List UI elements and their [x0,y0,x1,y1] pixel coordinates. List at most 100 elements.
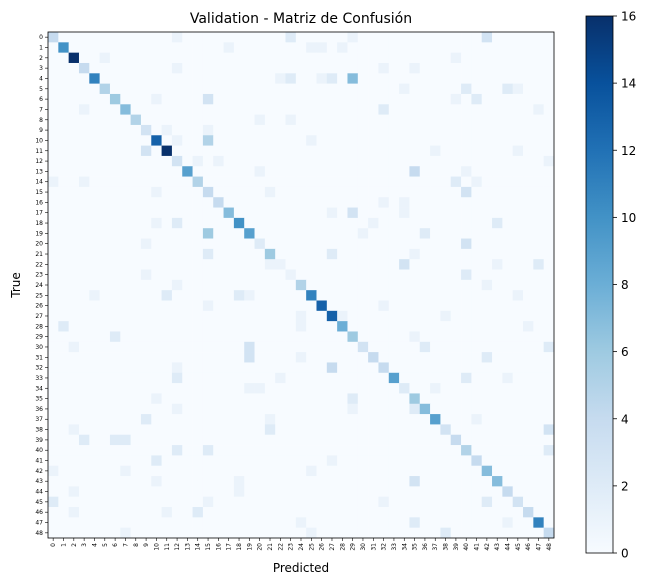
matrix-cell [471,73,483,84]
matrix-cell [58,207,69,219]
matrix-cell [347,403,359,415]
matrix-cell [450,269,462,281]
matrix-cell [275,476,286,487]
matrix-cell [213,104,224,115]
matrix-cell [275,269,286,281]
matrix-cell [202,496,214,508]
matrix-cell [450,83,462,95]
matrix-cell [430,155,441,167]
matrix-cell [378,238,390,250]
matrix-cell [450,104,462,115]
matrix-cell [140,434,152,446]
matrix-cell [523,73,534,84]
matrix-cell [223,155,235,167]
matrix-cell [182,269,193,281]
matrix-cell [58,527,69,539]
matrix-cell [306,186,317,198]
matrix-cell [523,124,534,136]
matrix-cell [512,62,524,74]
matrix-cell [347,62,359,74]
matrix-cell [151,217,162,229]
matrix-cell [151,248,162,260]
matrix-cell [109,331,121,343]
matrix-cell [89,352,100,363]
matrix-cell [543,52,555,64]
matrix-cell [244,124,255,136]
matrix-cell [316,424,328,436]
matrix-cell [533,259,544,270]
matrix-cell [233,186,245,198]
x-tick-label: 16 [215,543,222,551]
matrix-cell [99,228,111,239]
matrix-cell [512,114,524,126]
matrix-cell [378,114,390,126]
matrix-cell [378,42,390,53]
matrix-cell [151,62,162,74]
matrix-cell [202,217,214,229]
matrix-cell [130,445,142,456]
matrix-cell [89,486,100,497]
matrix-cell [99,476,111,487]
matrix-cell [326,476,338,487]
matrix-cell [120,207,131,219]
matrix-cell [409,114,421,126]
matrix-cell [533,269,544,281]
matrix-cell [430,186,441,198]
matrix-cell [68,259,80,270]
matrix-cell [202,83,214,95]
matrix-cell [399,217,410,229]
matrix-cell [99,42,111,53]
matrix-cell [378,259,390,270]
matrix-cell [285,114,297,126]
matrix-cell [347,238,359,250]
matrix-cell [213,393,224,405]
matrix-cell [171,32,183,43]
matrix-cell [213,414,224,425]
matrix-cell [450,372,462,384]
matrix-cell [202,155,214,167]
matrix-cell [48,300,59,312]
matrix-cell [461,465,472,477]
x-tick-label: 39 [453,543,460,551]
matrix-cell [337,135,348,146]
matrix-cell [399,114,410,126]
matrix-cell [419,228,431,239]
matrix-cell [326,52,338,64]
matrix-cell [68,124,80,136]
matrix-cell [512,455,524,467]
matrix-cell [347,104,359,115]
matrix-cell [58,217,69,229]
matrix-cell [285,321,297,332]
matrix-cell [461,104,472,115]
matrix-cell [295,414,307,425]
matrix-cell [233,145,245,157]
matrix-cell [120,217,131,229]
matrix-cell [120,486,131,497]
matrix-cell [337,259,348,270]
matrix-cell [151,73,162,84]
x-tick-label: 42 [484,543,491,551]
matrix-cell [440,238,452,250]
matrix-cell [543,372,555,384]
matrix-cell [409,217,421,229]
matrix-cell [440,135,452,146]
matrix-cell [388,207,400,219]
matrix-cell [78,186,90,198]
matrix-cell [223,186,235,198]
matrix-cell [347,496,359,508]
matrix-cell [502,207,513,219]
matrix-cell [275,434,286,446]
matrix-cell [388,269,400,281]
matrix-cell [357,197,369,208]
matrix-cell [306,93,317,105]
matrix-cell [182,476,193,487]
matrix-cell [502,465,513,477]
matrix-cell [130,403,142,415]
matrix-cell [182,186,193,198]
matrix-cell [254,517,266,528]
matrix-cell [347,414,359,425]
matrix-cell [68,321,80,332]
matrix-cell [99,310,111,322]
matrix-cell [254,424,266,436]
matrix-cell [399,372,410,384]
